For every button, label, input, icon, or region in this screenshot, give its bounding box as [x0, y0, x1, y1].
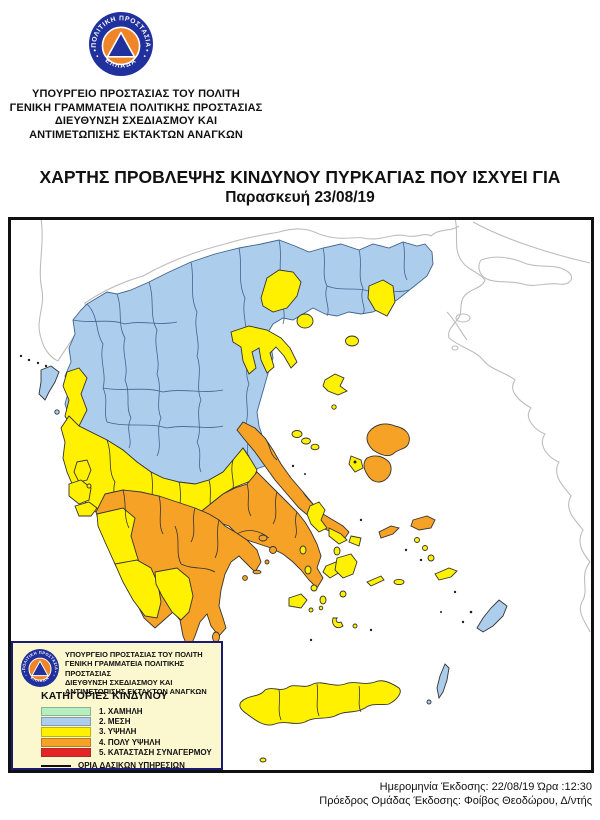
legend-ministry-header: ΥΠΟΥΡΓΕΙΟ ΠΡΟΣΤΑΣΙΑΣ ΤΟΥ ΠΟΛΙΤΗ ΓΕΝΙΚΗ Γ… [65, 650, 219, 696]
risk-swatch-very-high [41, 737, 91, 748]
risk-label-alert: 5. ΚΑΤΑΣΤΑΣΗ ΣΥΝΑΓΕΡΜΟΥ [99, 748, 212, 758]
map-valid-date: Παρασκευή 23/08/19 [225, 189, 375, 206]
risk-zone-north-ypsili-patches [62, 269, 396, 453]
risk-label-medium: 2. ΜΕΣΗ [99, 717, 131, 727]
risk-label-high: 3. ΥΨΗΛΗ [99, 727, 137, 737]
risk-label-low: 1. ΧΑΜΗΛΗ [99, 706, 143, 716]
issue-date-line: Ημερομηνία Έκδοσης: 22/08/19 Ώρα :12:30 [379, 781, 592, 793]
ministry-line-4: ΑΝΤΙΜΕΤΩΠΙΣΗΣ ΕΚΤΑΚΤΩΝ ΑΝΑΓΚΩΝ [29, 128, 243, 141]
risk-swatch-medium [41, 716, 91, 727]
civil-protection-logo-small: ΠΟΛΙΤΙΚΗ ΠΡΟΣΤΑΣΙΑ ΕΛΛΑΔΑ [21, 649, 59, 687]
ministry-line-1: ΥΠΟΥΡΓΕΙΟ ΠΡΟΣΤΑΣΙΑΣ ΤΟΥ ΠΟΛΙΤΗ [32, 88, 240, 100]
risk-swatch-high [41, 727, 91, 737]
risk-swatch-alert [41, 748, 91, 758]
ministry-line-3: ΔΙΕΥΘΥΝΣΗ ΣΧΕΔΙΑΣΜΟΥ ΚΑΙ [54, 115, 218, 127]
civil-protection-logo: ΠΟΛΙΤΙΚΗ ΠΡΟΣΤΑΣΙΑ ΕΛΛΑΔΑ [89, 12, 153, 76]
issue-info: Ημερομηνία Έκδοσης: 22/08/19 Ώρα :12:30 … [319, 781, 592, 808]
fire-risk-map-frame: ΠΟΛΙΤΙΚΗ ΠΡΟΣΤΑΣΙΑ ΕΛΛΑΔΑ ΥΠΟΥΡΓΕΙΟ ΠΡΟΣ… [8, 217, 594, 773]
foreign-coastlines [38, 220, 591, 633]
boundary-label: ΟΡΙΑ ΔΑΣΙΚΩΝ ΥΠΗΡΕΣΙΩΝ [78, 761, 185, 770]
ne-aegean-islands [353, 423, 436, 539]
ministry-header: ΥΠΟΥΡΓΕΙΟ ΠΡΟΣΤΑΣΙΑΣ ΤΟΥ ΠΟΛΙΤΗ ΓΕΝΙΚΗ Γ… [8, 88, 264, 142]
risk-zone-peloponnese [95, 489, 262, 652]
saronic-islands [242, 534, 277, 581]
risk-zone-crete-ypsili [239, 680, 401, 763]
legend-ministry-line-2: ΓΕΝΙΚΗ ΓΡΑΜΜΑΤΕΙΑ ΠΟΛΙΤΙΚΗΣ ΠΡΟΣΤΑΣΙΑΣ [65, 659, 185, 678]
map-title-block: ΧΑΡΤΗΣ ΠΡΟΒΛΕΨΗΣ ΚΙΝΔΥΝΟΥ ΠΥΡΚΑΓΙΑΣ ΠΟΥ … [0, 167, 600, 208]
legend-heading: ΚΑΤΗΓΟΡΙΕΣ ΚΙΝΔΥΝΟΥ [41, 690, 168, 702]
sporades-islands [291, 430, 364, 473]
greece-fire-risk-map [19, 220, 591, 763]
legend-categories: 1. ΧΑΜΗΛΗ 2. ΜΕΣΗ 3. ΥΨΗΛΗ 4. ΠΟΛΥ ΥΨΗΛΗ… [41, 706, 212, 758]
forest-service-boundary-row: ΟΡΙΑ ΔΑΣΙΚΩΝ ΥΠΗΡΕΣΙΩΝ [41, 761, 185, 770]
ministry-line-2: ΓΕΝΙΚΗ ΓΡΑΜΜΑΤΕΙΑ ΠΟΛΙΤΙΚΗΣ ΠΡΟΣΤΑΣΙΑΣ [9, 101, 263, 114]
boundary-line-symbol [41, 764, 71, 767]
islet-specks [19, 354, 442, 642]
risk-swatch-low [41, 706, 91, 716]
legend-category-row: 3. ΥΨΗΛΗ [41, 727, 212, 737]
legend-ministry-line-3: ΔΙΕΥΘΥΝΣΗ ΣΧΕΔΙΑΣΜΟΥ ΚΑΙ [65, 677, 173, 687]
risk-label-very-high: 4. ΠΟΛΥ ΥΨΗΛΗ [99, 737, 161, 747]
legend-category-row: 2. ΜΕΣΗ [41, 716, 212, 727]
legend-category-row: 5. ΚΑΤΑΣΤΑΣΗ ΣΥΝΑΓΕΡΜΟΥ [41, 748, 212, 758]
dodecanese-islands [393, 537, 508, 705]
ionian-islands [38, 365, 98, 517]
legend-category-row: 1. ΧΑΜΗΛΗ [41, 706, 212, 716]
legend-ministry-line-4: ΑΝΤΙΜΕΤΩΠΙΣΗΣ ΕΚΤΑΚΤΩΝ ΑΝΑΓΚΩΝ [65, 687, 207, 697]
legend-box: ΠΟΛΙΤΙΚΗ ΠΡΟΣΤΑΣΙΑ ΕΛΛΑΔΑ ΥΠΟΥΡΓΕΙΟ ΠΡΟΣ… [11, 641, 223, 770]
issue-president-line: Πρόεδρος Ομάδας Έκδοσης: Φοίβος Θεοδώρου… [319, 794, 592, 807]
cyclades-islands [288, 501, 385, 629]
map-title: ΧΑΡΤΗΣ ΠΡΟΒΛΕΨΗΣ ΚΙΝΔΥΝΟΥ ΠΥΡΚΑΓΙΑΣ ΠΟΥ … [39, 167, 561, 187]
legend-ministry-line-1: ΥΠΟΥΡΓΕΙΟ ΠΡΟΣΤΑΣΙΑΣ ΤΟΥ ΠΟΛΙΤΗ [65, 650, 203, 659]
legend-category-row: 4. ΠΟΛΥ ΥΨΗΛΗ [41, 737, 212, 748]
